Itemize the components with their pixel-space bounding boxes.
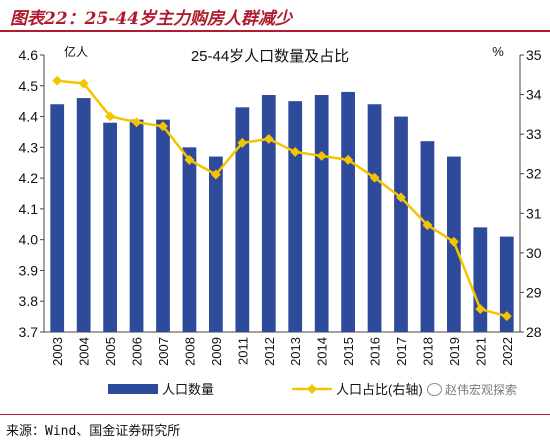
- x-tick-label: 2017: [394, 337, 409, 366]
- bar-2021: [473, 227, 488, 332]
- left-axis-tick-label: 4.1: [19, 201, 39, 217]
- share-point-2007: [158, 121, 168, 132]
- share-point-2004: [78, 78, 89, 89]
- share-point-2017: [396, 192, 406, 203]
- left-axis-tick-label: 4.5: [19, 78, 39, 94]
- left-axis-tick-label: 4.3: [19, 139, 39, 155]
- x-tick-label: 2006: [130, 337, 145, 366]
- population-chart: 25-44岁人口数量及占比 亿人 % 3.7 3.8 3.9 4.0 4.1 4.2 4.3…: [19, 44, 542, 397]
- x-tick-label: 2011: [235, 337, 250, 365]
- left-axis-tick-label: 4.4: [19, 109, 39, 125]
- x-tick-label: 2005: [103, 337, 118, 366]
- x-tick-label: 2016: [368, 337, 383, 366]
- bar-2004: [76, 98, 91, 332]
- bar-2015: [341, 91, 355, 332]
- x-tick-label: 2018: [420, 337, 435, 366]
- share-line: [57, 79, 508, 318]
- share-point-2018: [422, 220, 433, 231]
- x-tick-label: 2021: [473, 337, 488, 366]
- bar-2009: [209, 156, 223, 332]
- right-axis-tick-label: 34: [526, 87, 542, 103]
- x-tick-label: 2007: [156, 337, 171, 366]
- bar-2014: [314, 95, 329, 332]
- share-point-2009: [210, 169, 221, 180]
- share-point-2006: [131, 117, 142, 128]
- legend-bar-label: 人口数量: [162, 382, 214, 397]
- share-point-2016: [369, 172, 380, 183]
- left-axis-tick-label: 3.9: [19, 262, 39, 278]
- share-point-2003: [52, 75, 63, 86]
- bar-2005: [103, 122, 117, 332]
- legend-bar-swatch: [108, 384, 158, 394]
- left-axis-tick-label: 3.8: [19, 293, 39, 309]
- share-point-2013: [290, 147, 301, 157]
- x-tick-label: 2012: [262, 337, 277, 366]
- right-axis-tick-label: 30: [526, 245, 542, 261]
- share-point-2022: [501, 311, 512, 322]
- title-rule: [0, 30, 550, 32]
- right-axis-tick-label: 32: [526, 166, 542, 182]
- watermark-text: 赵伟宏观探索: [445, 383, 518, 397]
- x-tick-label: 2008: [182, 337, 197, 366]
- wechat-icon: [427, 383, 442, 396]
- legend-line-label: 人口占比(右轴): [336, 382, 423, 397]
- right-axis-tick-label: 29: [526, 284, 542, 300]
- x-tick-label: 2019: [447, 337, 462, 366]
- x-tick-label: 2003: [50, 337, 65, 366]
- right-axis-tick-label: 31: [526, 205, 542, 221]
- watermark: 赵伟宏观探索: [427, 381, 517, 398]
- share-point-2021: [475, 304, 486, 314]
- share-point-2005: [105, 111, 116, 122]
- share-point-2015: [343, 154, 354, 165]
- bar-2022: [499, 236, 514, 332]
- bar-2006: [129, 119, 144, 332]
- bar-2011: [235, 107, 250, 332]
- x-tick-label: 2014: [315, 337, 330, 366]
- left-axis-tick-label: 4.2: [19, 170, 39, 186]
- bar-2018: [420, 141, 435, 332]
- bar-2007: [156, 119, 170, 332]
- x-tick-label: 2009: [209, 337, 224, 366]
- bar-2016: [367, 104, 382, 332]
- x-tick-label: 2004: [77, 337, 92, 366]
- source-note: 来源：Wind、国金证券研究所: [6, 424, 181, 439]
- left-axis-tick-label: 3.7: [19, 324, 39, 340]
- right-axis-tick-label: 33: [526, 126, 542, 142]
- right-axis-tick-label: 35: [526, 47, 542, 63]
- x-tick-label: 2013: [288, 337, 303, 366]
- x-tick-label: 2015: [341, 337, 356, 366]
- bar-2017: [394, 116, 408, 332]
- share-point-2019: [448, 236, 459, 247]
- share-point-2011: [237, 137, 248, 148]
- x-tick-label: 2022: [500, 337, 515, 366]
- bar-2012: [261, 95, 276, 332]
- left-axis-tick-label: 4.0: [19, 232, 39, 248]
- share-point-2008: [184, 154, 195, 165]
- right-axis-unit: %: [492, 44, 504, 59]
- bar-2013: [288, 101, 303, 333]
- left-axis-unit: 亿人: [64, 44, 88, 59]
- figure-title: 图表22：25-44岁主力购房人群减少: [10, 9, 293, 29]
- right-axis-tick-label: 28: [526, 324, 542, 340]
- bottom-rule: [0, 414, 550, 415]
- chart-title: 25-44岁人口数量及占比: [191, 48, 349, 65]
- bar-2008: [182, 147, 197, 332]
- legend-line-marker: [307, 384, 317, 394]
- bar-2003: [50, 104, 65, 332]
- left-axis-tick-label: 4.6: [19, 47, 39, 63]
